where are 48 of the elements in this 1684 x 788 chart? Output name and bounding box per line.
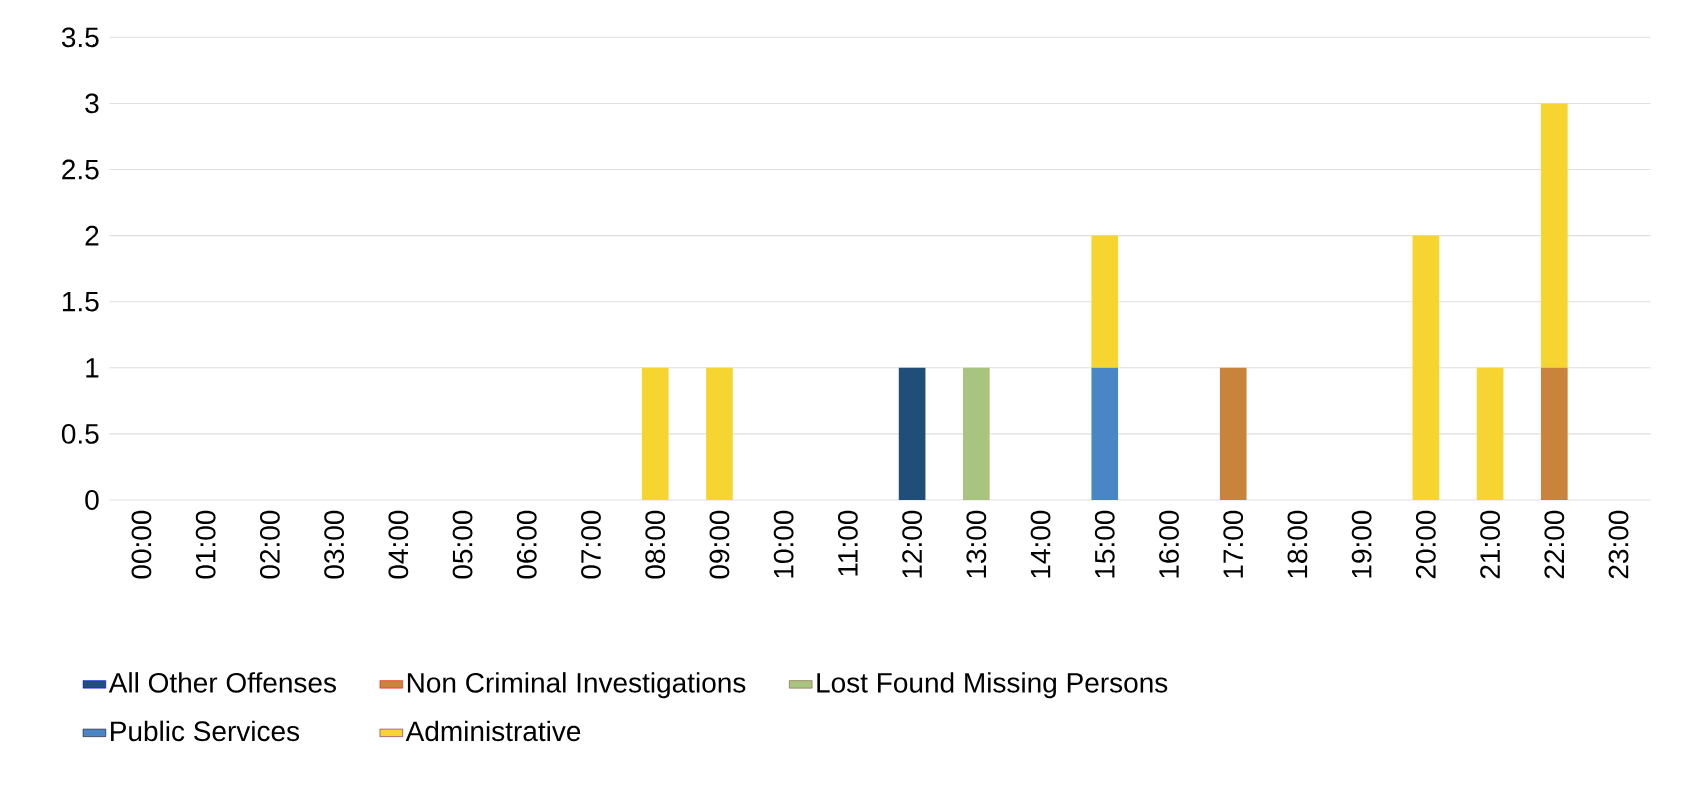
legend-label: Administrative [405,720,581,742]
x-tick-label: 20:00 [1415,510,1436,579]
y-tick-label: 0.5 [61,423,99,444]
legend-label: Non Criminal Investigations [407,672,746,699]
x-tick-label: 22:00 [1544,510,1565,579]
bar [1412,235,1440,500]
bar [1540,367,1568,500]
legend-label: Lost Found Missing Persons [817,672,1168,699]
legend-label: All Other Offenses [108,672,336,693]
x-tick-label: 01:00 [195,510,216,579]
bar [898,367,926,500]
x-tick-label: 11:00 [837,510,858,576]
y-tick-label: 2 [85,225,99,246]
x-tick-label: 13:00 [966,510,987,578]
bar [1476,367,1504,500]
x-tick-label: 14:00 [1030,510,1051,578]
x-tick-label: 00:00 [131,510,152,579]
x-tick-label: 15:00 [1094,510,1115,578]
y-tick-label: 3 [85,93,99,114]
legend-label: Public Services [111,720,300,742]
bar [641,367,669,500]
x-tick-label: 07:00 [581,510,601,579]
x-tick-label: 04:00 [388,510,409,579]
x-tick-label: 18:00 [1287,510,1308,578]
y-tick-label: 1 [86,358,99,378]
x-tick-label: 21:00 [1480,510,1501,579]
x-tick-label: 09:00 [709,510,730,579]
bar [1091,367,1119,500]
bar [1540,103,1568,368]
x-tick-label: 06:00 [516,510,537,579]
x-tick-label: 23:00 [1608,510,1629,579]
y-tick-label: 2.5 [62,159,99,180]
bar [1219,367,1247,500]
x-tick-label: 10:00 [773,510,794,578]
y-tick-label: 1.5 [62,291,99,312]
bar [706,367,733,500]
x-tick-label: 08:00 [645,510,666,579]
x-tick-label: 05:00 [452,510,473,579]
y-tick-label: 3.5 [61,27,99,48]
x-tick-label: 03:00 [324,510,345,579]
x-tick-label: 16:00 [1159,510,1179,578]
bar [963,367,990,500]
x-tick-label: 02:00 [259,510,280,579]
x-tick-label: 17:00 [1223,510,1244,578]
y-tick-label: 0 [85,490,99,510]
x-tick-label: 12:00 [902,510,923,578]
bar [1091,235,1119,368]
x-tick-label: 19:00 [1351,510,1372,578]
